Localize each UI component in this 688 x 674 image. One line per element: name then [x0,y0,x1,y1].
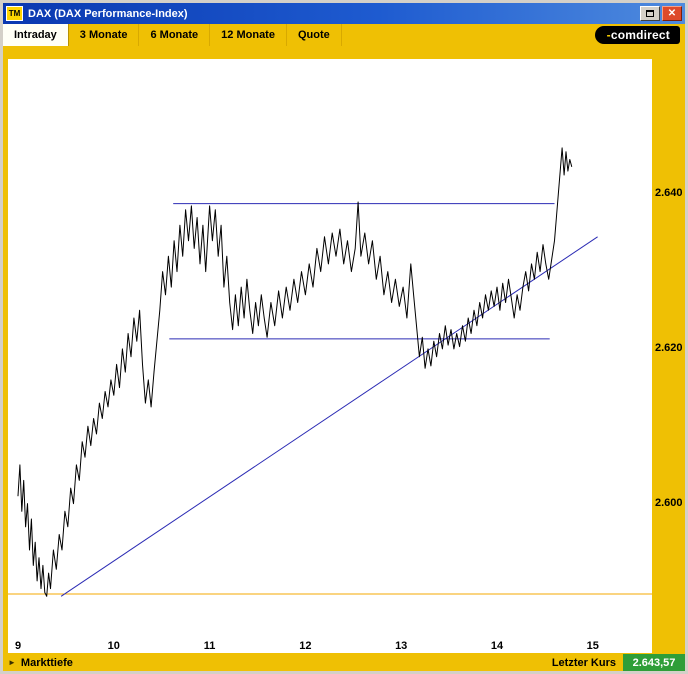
x-axis-label: 9 [15,640,21,652]
markttiefe-toggle[interactable]: ► Markttiefe [3,657,552,669]
app-icon: TM [6,6,23,21]
comdirect-logo: -comdirect [594,26,680,44]
tab-3-monate[interactable]: 3 Monate [69,24,140,46]
y-axis-label: 2.640 [655,187,683,199]
title-bar: TM DAX (DAX Performance-Index) ✕ [3,3,685,24]
tab-intraday[interactable]: Intraday [3,24,69,46]
window-title: DAX (DAX Performance-Index) [28,7,188,20]
tab-12-monate[interactable]: 12 Monate [210,24,287,46]
x-axis-label: 12 [299,640,311,652]
price-line [17,147,573,597]
close-button[interactable]: ✕ [662,6,682,21]
tab-quote[interactable]: Quote [287,24,342,46]
logo-text: comdirect [610,28,670,42]
close-icon: ✕ [667,7,677,19]
x-axis-label: 10 [108,640,120,652]
last-price-badge: 2.643,57 [623,654,685,671]
price-axis: 2.640 2.620 2.600 [654,59,685,653]
x-axis-label: 15 [587,640,599,652]
letzter-kurs-label: Letzter Kurs [551,656,616,669]
chart-canvas: 9 10 11 12 13 14 15 [8,147,652,652]
chart-panel: 9 10 11 12 13 14 15 2.640 2.620 2.600 [3,46,685,654]
y-axis-label: 2.600 [655,497,683,509]
x-axis-label: 13 [395,640,407,652]
minimize-button[interactable] [640,6,660,21]
x-axis-label: 11 [204,640,216,652]
tab-6-monate[interactable]: 6 Monate [139,24,211,46]
status-bar: ► Markttiefe Letzter Kurs 2.643,57 [3,654,685,671]
minimize-icon [646,10,654,17]
expand-arrow-icon: ► [8,657,16,667]
x-axis-label: 14 [491,640,504,652]
ascending-trendline [60,236,598,597]
tab-bar: Intraday 3 Monate 6 Monate 12 Monate Quo… [3,24,685,46]
logo-dash-icon: - [606,28,611,42]
markttiefe-label: Markttiefe [20,656,73,669]
y-axis-label: 2.620 [655,342,683,354]
window-controls: ✕ [640,6,682,21]
intraday-chart: 9 10 11 12 13 14 15 [8,59,652,653]
